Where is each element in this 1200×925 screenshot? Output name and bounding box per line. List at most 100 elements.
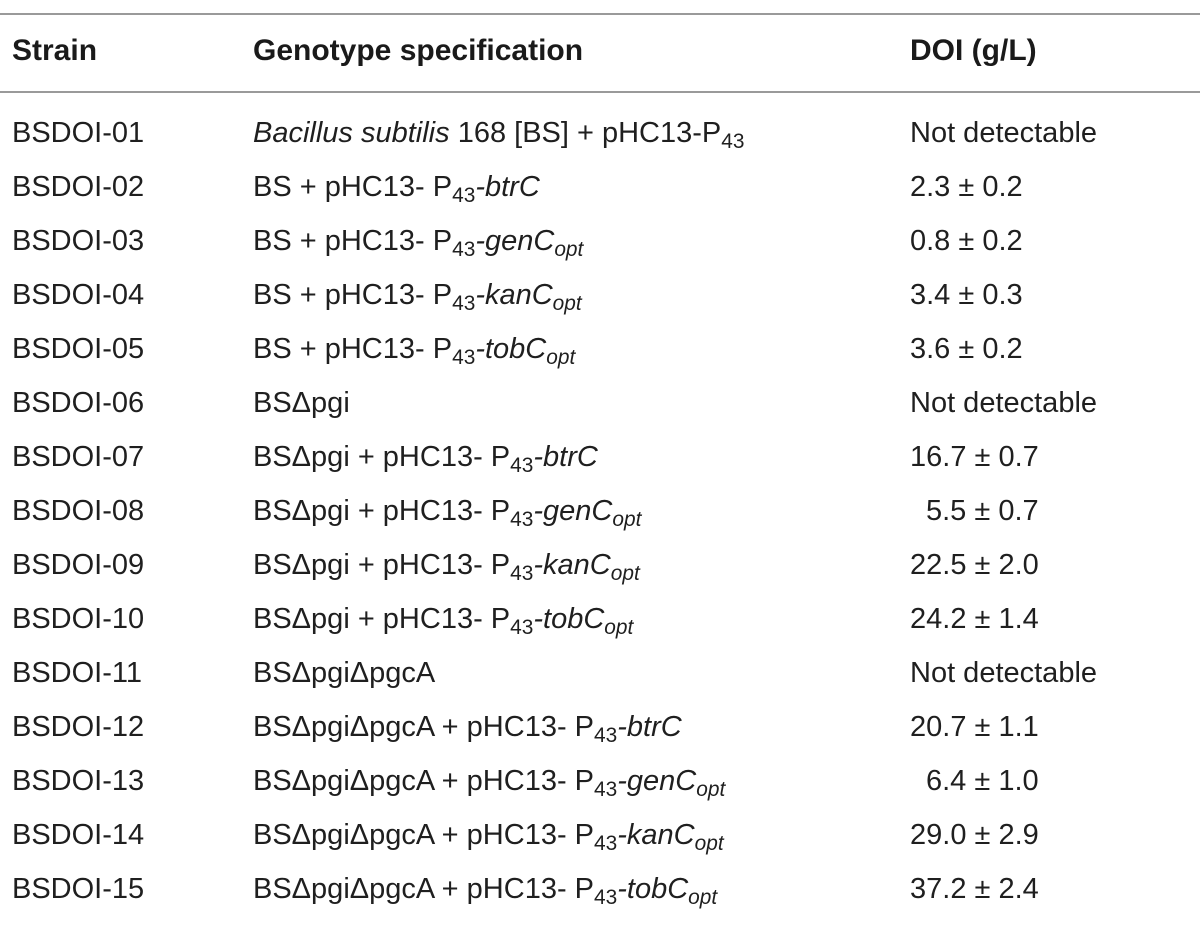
- doi-cell: 6.4 ± 1.0: [926, 765, 1039, 797]
- genotype-text: BS + pHC13- P: [253, 333, 453, 365]
- genotype-cell: BSΔpgi + pHC13- P43-btrC: [253, 440, 598, 477]
- genotype-text: BSΔpgi + pHC13- P: [253, 495, 511, 527]
- promoter-subscript: 43: [510, 561, 534, 585]
- strain-cell: BSDOI-09: [12, 549, 145, 581]
- promoter-subscript: 43: [594, 777, 618, 801]
- genotype-text: BSΔpgi: [253, 387, 350, 419]
- gene-name: -btrC: [617, 711, 682, 743]
- strain-cell: BSDOI-11: [12, 657, 143, 689]
- strain-cell: BSDOI-04: [12, 279, 145, 311]
- doi-cell: Not detectable: [910, 117, 1098, 149]
- doi-cell: 5.5 ± 0.7: [926, 495, 1039, 527]
- strain-cell: BSDOI-02: [12, 171, 145, 203]
- table-row: BSDOI-03 BS + pHC13- P43-genCopt 0.8 ± 0.2: [0, 214, 1200, 268]
- table-body: BSDOI-01 Bacillus subtilis 168 [BS] + pHC…: [0, 106, 1200, 916]
- genotype-text: 168 [BS] + pHC13-P: [449, 117, 722, 149]
- strain-cell: BSDOI-13: [12, 765, 145, 797]
- gene-name: -tobC: [475, 333, 547, 365]
- gene-subscript: opt: [612, 507, 642, 531]
- table-header-rule: [0, 91, 1200, 93]
- genotype-cell: BS + pHC13- P43-genCopt: [253, 224, 584, 261]
- promoter-subscript: 43: [510, 453, 534, 477]
- gene-name: -tobC: [533, 603, 605, 635]
- gene-name: -btrC: [475, 171, 540, 203]
- table-row: BSDOI-12 BSΔpgiΔpgcA + pHC13- P43-btrC 20.…: [0, 700, 1200, 754]
- header-strain: Strain: [12, 34, 98, 67]
- strain-cell: BSDOI-05: [12, 333, 145, 365]
- doi-cell: 22.5 ± 2.0: [910, 549, 1039, 581]
- promoter-subscript: 43: [452, 345, 476, 369]
- promoter-subscript: 43: [721, 129, 745, 153]
- promoter-subscript: 43: [452, 237, 476, 261]
- gene-name: -genC: [533, 495, 613, 527]
- genotype-text: BS + pHC13- P: [253, 171, 453, 203]
- gene-subscript: opt: [546, 345, 576, 369]
- gene-name: -tobC: [617, 873, 689, 905]
- table-row: BSDOI-06 BSΔpgi Not detectable: [0, 376, 1200, 430]
- header-genotype: Genotype specification: [253, 34, 584, 67]
- genotype-text: BSΔpgiΔpgcA + pHC13- P: [253, 765, 595, 797]
- genotype-text: BS + pHC13- P: [253, 279, 453, 311]
- gene-name: -genC: [617, 765, 697, 797]
- doi-cell: 29.0 ± 2.9: [910, 819, 1039, 851]
- doi-cell: 16.7 ± 0.7: [910, 441, 1039, 473]
- table-top-rule: [0, 13, 1200, 15]
- genotype-text: BSΔpgiΔpgcA: [253, 657, 436, 689]
- genotype-cell: BSΔpgiΔpgcA + pHC13- P43-btrC: [253, 710, 682, 746]
- table-row: BSDOI-09 BSΔpgi + pHC13- P43-kanCopt 22.5 …: [0, 538, 1200, 592]
- genotype-cell: BSΔpgiΔpgcA: [253, 656, 435, 690]
- genotype-cell: BSΔpgi + pHC13- P43-kanCopt: [253, 548, 640, 585]
- gene-subscript: opt: [696, 777, 726, 801]
- gene-name: -kanC: [533, 549, 611, 581]
- genotype-text: BSΔpgiΔpgcA + pHC13- P: [253, 873, 595, 905]
- table-row: BSDOI-05 BS + pHC13- P43-tobCopt 3.6 ± 0.2: [0, 322, 1200, 376]
- genotype-text: BSΔpgi + pHC13- P: [253, 603, 511, 635]
- table-row: BSDOI-07 BSΔpgi + pHC13- P43-btrC 16.7 ± 0…: [0, 430, 1200, 484]
- strain-cell: BSDOI-15: [12, 873, 145, 905]
- genotype-cell: Bacillus subtilis 168 [BS] + pHC13-P43: [253, 116, 745, 153]
- promoter-subscript: 43: [452, 291, 476, 315]
- strain-cell: BSDOI-07: [12, 441, 145, 473]
- promoter-subscript: 43: [594, 831, 618, 855]
- gene-name: -btrC: [533, 441, 598, 473]
- genotype-cell: BS + pHC13- P43-btrC: [253, 170, 540, 207]
- strain-cell: BSDOI-10: [12, 603, 145, 635]
- doi-cell: 3.6 ± 0.2: [910, 333, 1023, 365]
- doi-cell: 24.2 ± 1.4: [910, 603, 1039, 635]
- genotype-text: BSΔpgi + pHC13- P: [253, 549, 511, 581]
- strain-cell: BSDOI-12: [12, 711, 145, 743]
- header-doi: DOI (g/L): [910, 34, 1037, 67]
- species-name: Bacillus subtilis: [253, 117, 450, 149]
- gene-subscript: opt: [604, 615, 634, 639]
- table-row: BSDOI-04 BS + pHC13- P43-kanCopt 3.4 ± 0.3: [0, 268, 1200, 322]
- genotype-text: BSΔpgiΔpgcA + pHC13- P: [253, 819, 595, 851]
- gene-subscript: opt: [688, 885, 718, 909]
- strain-cell: BSDOI-14: [12, 819, 145, 851]
- promoter-subscript: 43: [510, 615, 534, 639]
- doi-cell: 20.7 ± 1.1: [910, 711, 1039, 743]
- genotype-cell: BSΔpgiΔpgcA + pHC13- P43-genCopt: [253, 764, 726, 801]
- gene-subscript: opt: [554, 237, 584, 261]
- strain-cell: BSDOI-03: [12, 225, 145, 257]
- doi-cell: 37.2 ± 2.4: [910, 873, 1039, 905]
- doi-cell: 0.8 ± 0.2: [910, 225, 1023, 257]
- doi-cell: 3.4 ± 0.3: [910, 279, 1023, 311]
- table-row: BSDOI-14 BSΔpgiΔpgcA + pHC13- P43-kanCopt…: [0, 808, 1200, 862]
- genotype-cell: BSΔpgi + pHC13- P43-genCopt: [253, 494, 642, 531]
- promoter-subscript: 43: [594, 885, 618, 909]
- table-row: BSDOI-10 BSΔpgi + pHC13- P43-tobCopt 24.2 …: [0, 592, 1200, 646]
- gene-name: -kanC: [475, 279, 553, 311]
- doi-cell: 2.3 ± 0.2: [910, 171, 1023, 203]
- table-row: BSDOI-01 Bacillus subtilis 168 [BS] + pHC…: [0, 106, 1200, 160]
- doi-cell: Not detectable: [910, 387, 1098, 419]
- table-row: BSDOI-15 BSΔpgiΔpgcA + pHC13- P43-tobCopt…: [0, 862, 1200, 916]
- gene-subscript: opt: [610, 561, 640, 585]
- table-row: BSDOI-13 BSΔpgiΔpgcA + pHC13- P43-genCopt…: [0, 754, 1200, 808]
- strain-cell: BSDOI-01: [12, 117, 145, 149]
- promoter-subscript: 43: [452, 183, 476, 207]
- gene-name: -genC: [475, 225, 555, 257]
- doi-cell: Not detectable: [910, 657, 1098, 689]
- strain-cell: BSDOI-06: [12, 387, 145, 419]
- strain-cell: BSDOI-08: [12, 495, 145, 527]
- genotype-cell: BSΔpgi + pHC13- P43-tobCopt: [253, 602, 634, 639]
